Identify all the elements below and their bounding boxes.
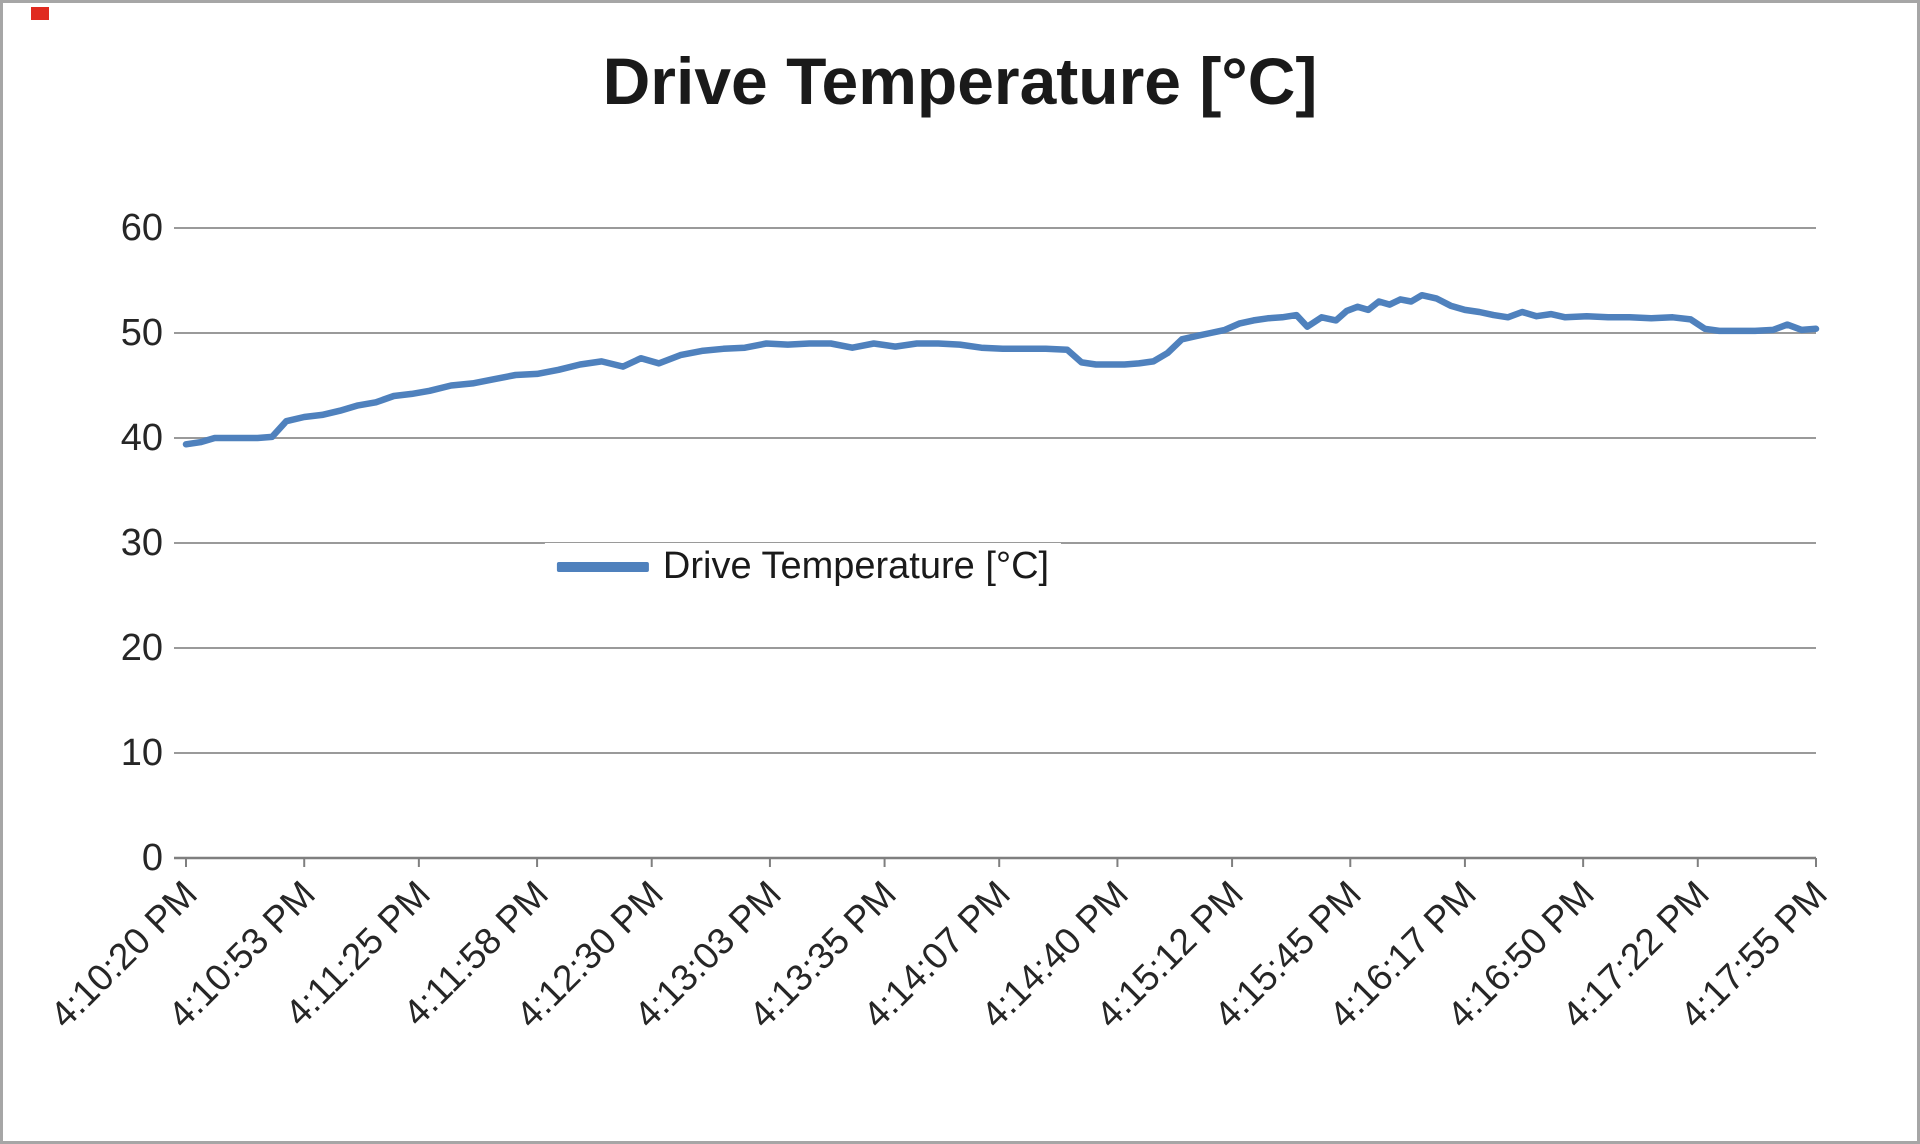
y-tick-label: 30 (120, 522, 163, 564)
plot-area (174, 227, 1820, 867)
x-tick-label: 4:17:22 PM (1553, 873, 1717, 1036)
x-tick-label: 4:16:17 PM (1321, 873, 1484, 1036)
red-marker (31, 7, 49, 20)
x-tick-label: 4:13:35 PM (740, 873, 904, 1036)
x-tick-label: 4:11:25 PM (276, 873, 438, 1034)
legend: Drive Temperature [°C] (544, 543, 1062, 590)
legend-label: Drive Temperature [°C] (662, 545, 1050, 587)
x-tick-label: 4:15:45 PM (1206, 873, 1370, 1036)
legend-line-swatch (556, 561, 649, 572)
y-tick-label: 50 (120, 312, 163, 354)
temperature-line (182, 291, 1820, 448)
y-tick-label: 0 (141, 837, 163, 879)
y-tick-label: 40 (120, 417, 163, 459)
x-tick-label: 4:14:40 PM (973, 873, 1137, 1036)
x-tick-label: 4:10:53 PM (160, 873, 324, 1036)
x-tick-label: 4:14:07 PM (855, 873, 1019, 1036)
x-tick-label: 4:13:03 PM (626, 873, 789, 1036)
y-tick-label: 10 (120, 732, 163, 774)
y-tick-label: 20 (120, 627, 163, 669)
x-tick-label: 4:16:50 PM (1439, 873, 1603, 1036)
chart-title: Drive Temperature [°C] (602, 44, 1318, 118)
x-tick-label: 4:17:55 PM (1672, 873, 1835, 1036)
x-tick-label: 4:12:30 PM (507, 873, 671, 1036)
x-tick-label: 4:15:12 PM (1088, 873, 1252, 1036)
y-tick-label: 60 (120, 207, 163, 249)
x-tick-label: 4:11:58 PM (395, 873, 557, 1034)
